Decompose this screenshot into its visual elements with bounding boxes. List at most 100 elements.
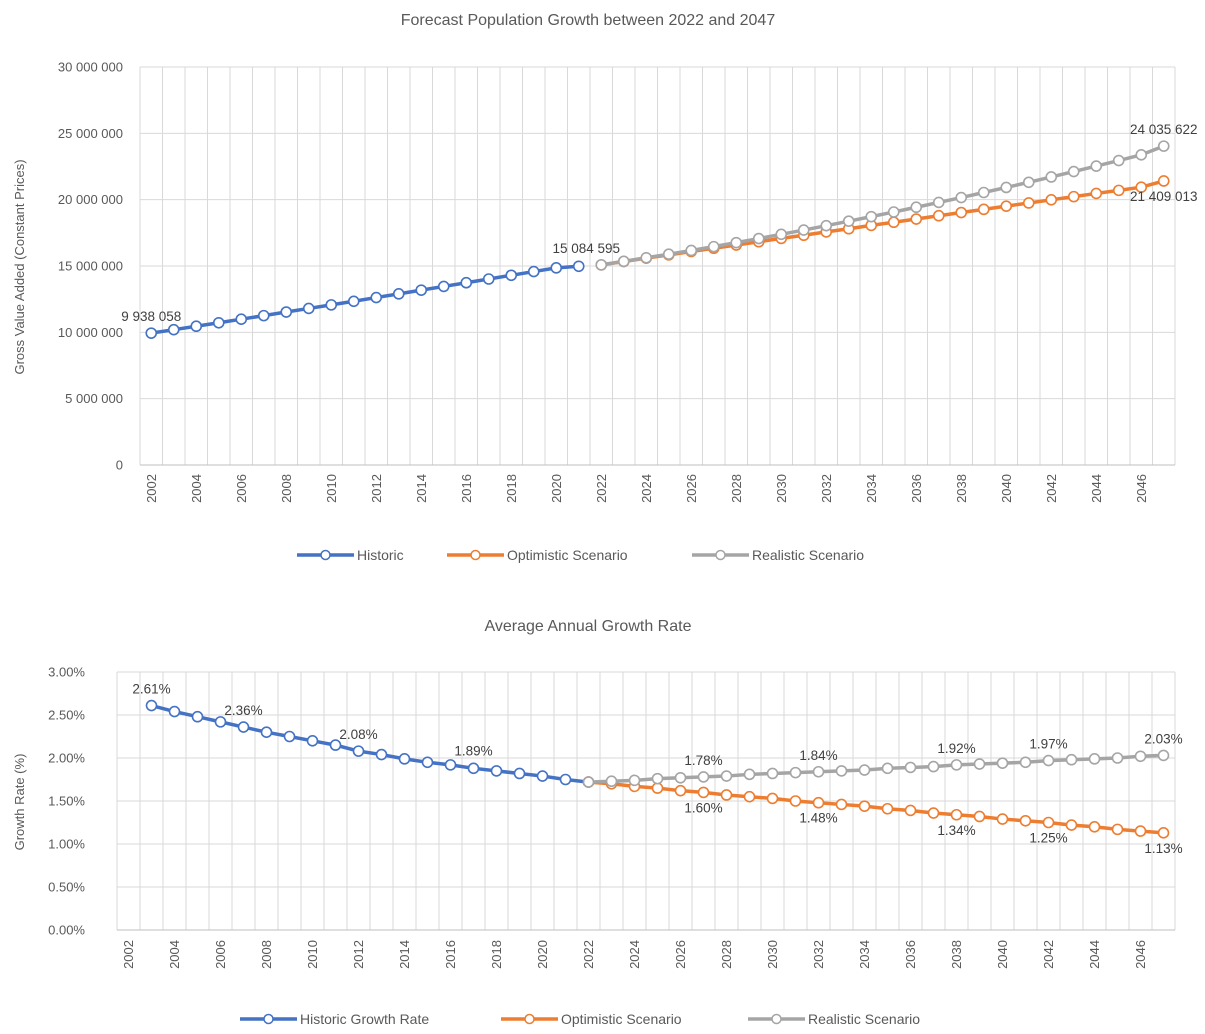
data-point <box>766 767 779 780</box>
data-point <box>168 705 181 718</box>
data-point <box>1088 820 1101 833</box>
series-realistic <box>582 749 1170 788</box>
legend-label: Realistic Scenario <box>808 1011 920 1027</box>
data-point <box>329 739 342 751</box>
x-tick-label: 2026 <box>673 940 688 969</box>
legend-label: Optimistic Scenario <box>561 1011 682 1027</box>
data-label: 1.25% <box>1029 831 1067 846</box>
y-tick-label: 0.00% <box>48 923 85 938</box>
data-point <box>490 765 503 777</box>
x-tick-label: 2002 <box>121 940 136 969</box>
y-tick-label: 2.50% <box>48 708 85 723</box>
data-point <box>842 215 855 227</box>
legend-swatch-marker <box>771 1013 782 1025</box>
x-tick-label: 2046 <box>1134 474 1149 503</box>
data-point <box>858 800 871 812</box>
x-tick-label: 2032 <box>811 940 826 969</box>
data-point <box>1112 184 1125 197</box>
legend-swatch-marker <box>715 549 726 561</box>
data-point <box>881 802 894 815</box>
series-realistic <box>595 140 1170 271</box>
x-tick-label: 2012 <box>369 474 384 503</box>
x-tick-label: 2042 <box>1044 474 1059 503</box>
data-point <box>460 276 473 289</box>
data-point <box>881 762 894 775</box>
data-point <box>214 716 227 728</box>
chart-title: Average Annual Growth Rate <box>485 618 692 635</box>
x-tick-label: 2016 <box>459 474 474 503</box>
x-tick-label: 2026 <box>684 474 699 503</box>
data-label: 24 035 622 <box>1130 122 1198 137</box>
data-point <box>1088 753 1101 765</box>
data-point <box>415 284 428 296</box>
y-tick-label: 25 000 000 <box>58 126 123 141</box>
legend-label: Optimistic Scenario <box>507 547 628 563</box>
data-point <box>927 760 940 773</box>
data-point <box>662 248 675 260</box>
data-point <box>1065 753 1078 766</box>
data-point <box>674 784 687 797</box>
data-point <box>505 269 518 282</box>
data-point <box>766 792 779 805</box>
data-point <box>595 259 608 271</box>
data-point <box>145 327 158 339</box>
data-point <box>865 210 878 223</box>
x-tick-label: 2040 <box>999 474 1014 503</box>
y-tick-label: 1.00% <box>48 837 85 852</box>
data-point <box>720 789 733 801</box>
x-tick-label: 2004 <box>189 474 204 503</box>
legend-label: Historic <box>357 547 404 563</box>
data-point <box>1157 749 1170 762</box>
data-point <box>950 759 963 771</box>
x-tick-label: 2024 <box>639 474 654 503</box>
data-point <box>955 206 968 219</box>
data-point <box>685 244 698 257</box>
series-historic <box>145 699 595 788</box>
x-tick-label: 2036 <box>903 940 918 969</box>
x-tick-label: 2016 <box>443 940 458 969</box>
data-point <box>375 748 388 761</box>
data-point <box>550 262 563 274</box>
data-point <box>904 804 917 817</box>
data-point <box>932 209 945 222</box>
data-label: 1.92% <box>937 741 975 756</box>
data-point <box>1157 140 1170 152</box>
x-tick-label: 2022 <box>581 940 596 969</box>
legend: Historic Optimistic Scenario Realistic Sce… <box>297 547 864 563</box>
data-point <box>1045 193 1058 206</box>
x-tick-label: 2008 <box>279 474 294 503</box>
legend-label: Realistic Scenario <box>752 547 864 563</box>
data-point <box>1019 756 1032 769</box>
data-point <box>820 219 833 232</box>
data-point <box>1112 154 1125 167</box>
data-point <box>996 813 1009 825</box>
series-historic <box>145 260 585 339</box>
data-point <box>977 186 990 199</box>
data-point <box>707 240 720 253</box>
data-point <box>572 260 585 273</box>
data-point <box>812 765 825 778</box>
data-label: 1.34% <box>937 823 975 838</box>
data-point <box>421 756 434 769</box>
y-tick-label: 1.50% <box>48 794 85 809</box>
data-point <box>280 306 293 318</box>
gridlines <box>116 671 1176 931</box>
data-point <box>467 762 480 775</box>
data-point <box>212 316 225 329</box>
data-point <box>743 790 756 803</box>
data-label: 2.03% <box>1144 731 1182 746</box>
legend-label: Historic Growth Rate <box>300 1011 429 1027</box>
data-point <box>1135 181 1148 193</box>
y-axis-title: Growth Rate (%) <box>12 754 27 851</box>
data-point <box>752 232 765 245</box>
data-point <box>973 810 986 823</box>
data-point <box>283 730 296 743</box>
data-point <box>1019 814 1032 827</box>
data-point <box>887 206 900 218</box>
y-tick-label: 2.00% <box>48 751 85 766</box>
data-point <box>835 765 848 777</box>
x-tick-label: 2044 <box>1087 940 1102 969</box>
x-tick-label: 2014 <box>397 940 412 969</box>
data-point <box>167 323 180 336</box>
x-tick-label: 2012 <box>351 940 366 969</box>
